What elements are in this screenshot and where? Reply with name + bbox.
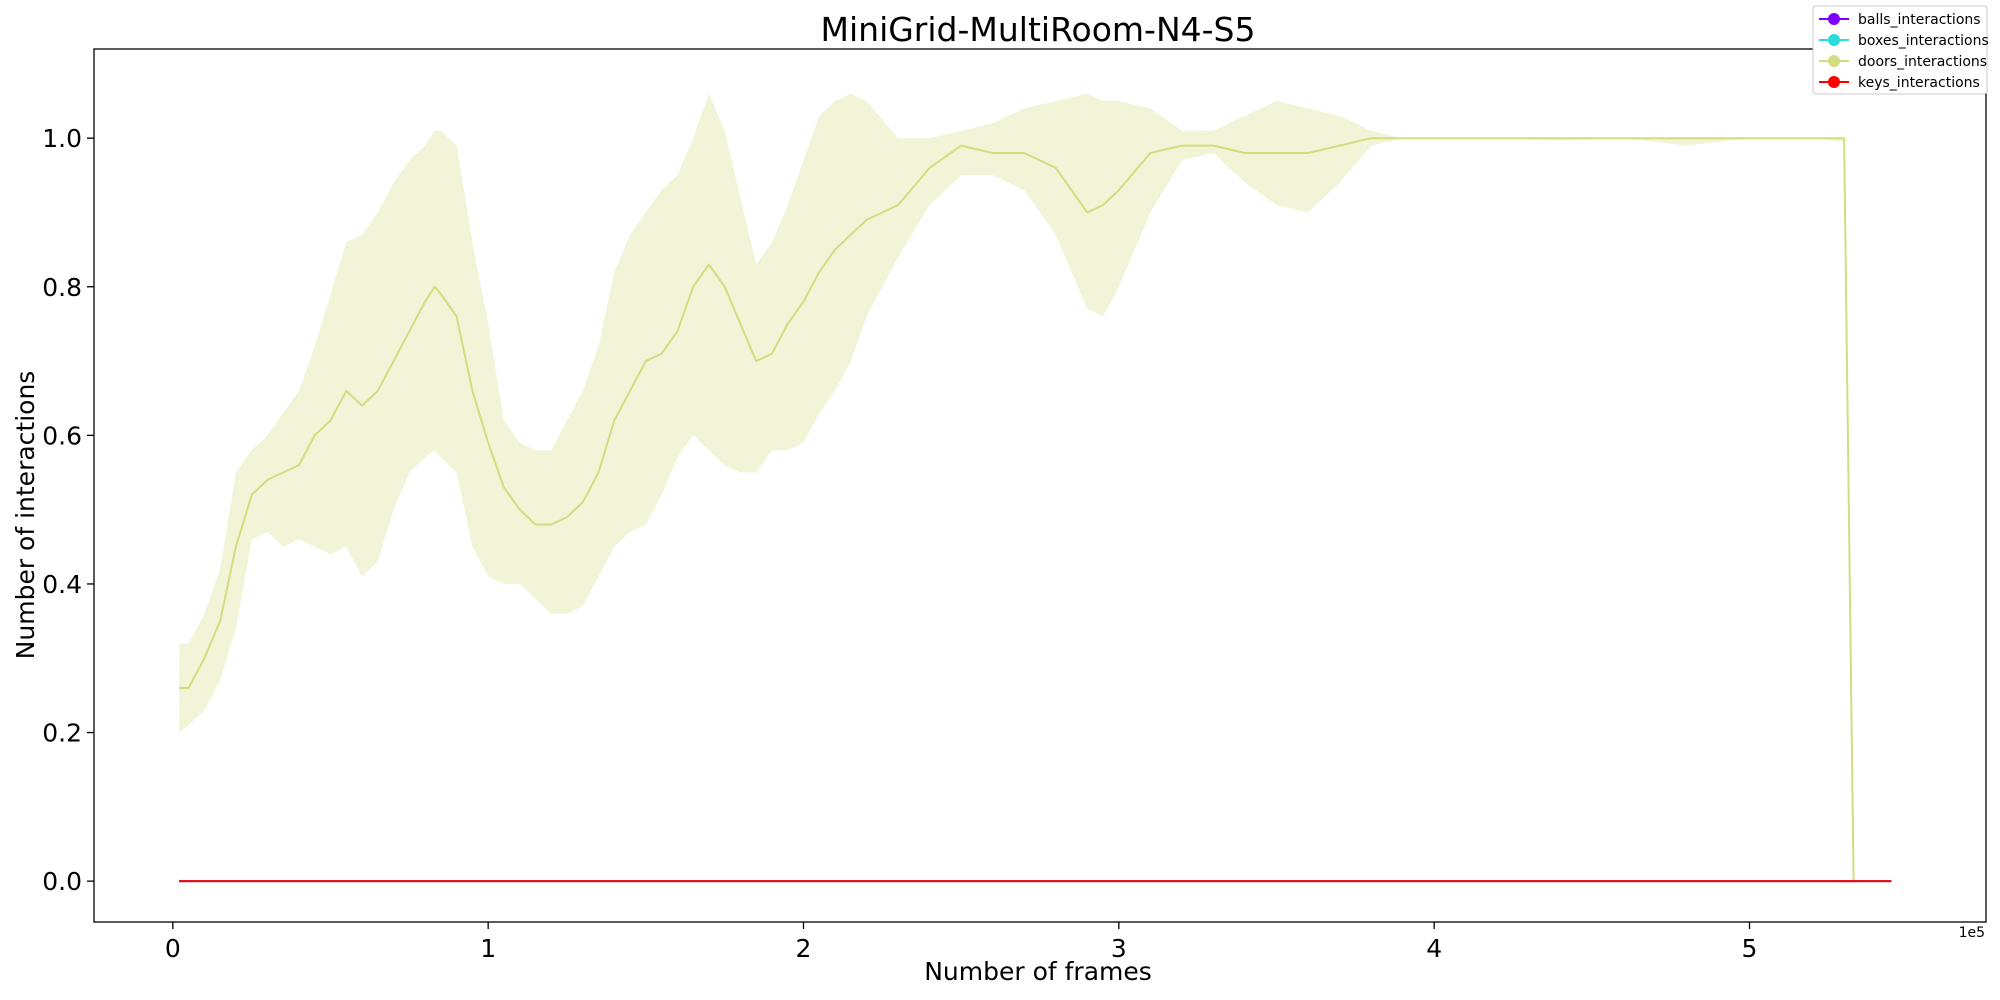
doors-interactions-band bbox=[179, 93, 1854, 882]
x-tick-label: 2 bbox=[796, 934, 812, 963]
y-tick-label: 0.8 bbox=[42, 273, 82, 302]
legend-label-keys-interactions: keys_interactions bbox=[1858, 75, 1980, 91]
y-tick-label: 1.0 bbox=[42, 124, 82, 153]
plot-frame bbox=[93, 48, 1987, 923]
legend-marker-keys-interactions bbox=[1828, 76, 1840, 88]
plot-area bbox=[179, 93, 1892, 883]
chart-title: MiniGrid-MultiRoom-N4-S5 bbox=[821, 10, 1256, 49]
x-axis-offset-label: 1e5 bbox=[1959, 925, 1985, 941]
legend-box bbox=[1812, 5, 1988, 95]
legend-label-balls-interactions: balls_interactions bbox=[1858, 12, 1981, 28]
y-axis-label: Number of interactions bbox=[11, 371, 40, 660]
legend-label-boxes-interactions: boxes_interactions bbox=[1858, 33, 1989, 49]
x-tick-label: 5 bbox=[1742, 934, 1758, 963]
x-tick-label: 4 bbox=[1426, 934, 1442, 963]
x-tick-label: 3 bbox=[1111, 934, 1127, 963]
y-tick-label: 0.0 bbox=[42, 867, 82, 896]
y-tick-label: 0.2 bbox=[42, 719, 82, 748]
y-tick-label: 0.6 bbox=[42, 421, 82, 450]
legend-marker-doors-interactions bbox=[1828, 55, 1840, 67]
x-tick-label: 0 bbox=[165, 934, 181, 963]
y-tick-label: 0.4 bbox=[42, 570, 82, 599]
x-tick-label: 1 bbox=[480, 934, 496, 963]
legend-marker-boxes-interactions bbox=[1828, 34, 1840, 46]
legend: balls_interactions boxes_interactionsdoor… bbox=[1812, 5, 1989, 95]
legend-marker-balls-interactions bbox=[1828, 13, 1840, 25]
legend-label-doors-interactions: doors_interactions bbox=[1858, 54, 1987, 70]
y-axis: 0.0 0.2 0.4 0.6 0.8 1.0 bbox=[42, 124, 94, 896]
doors-interactions-line bbox=[179, 137, 1855, 882]
x-axis-label: Number of frames bbox=[924, 957, 1152, 986]
x-axis: 0 1 2 3 4 5 bbox=[165, 922, 1758, 963]
